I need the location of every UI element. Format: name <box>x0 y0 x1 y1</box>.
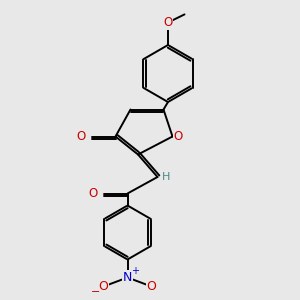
Text: H: H <box>162 172 171 182</box>
Text: O: O <box>88 187 98 200</box>
Text: O: O <box>173 130 182 143</box>
Text: O: O <box>76 130 86 143</box>
Text: O: O <box>147 280 156 293</box>
Text: O: O <box>99 280 108 293</box>
Text: O: O <box>164 16 172 29</box>
Text: N: N <box>123 271 132 284</box>
Text: +: + <box>131 266 139 276</box>
Text: −: − <box>90 287 100 297</box>
